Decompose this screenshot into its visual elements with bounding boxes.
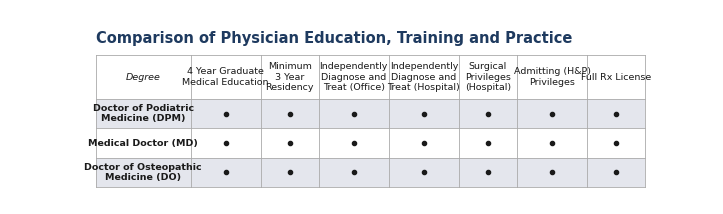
Text: Doctor of Podiatric
Medicine (DPM): Doctor of Podiatric Medicine (DPM): [93, 104, 194, 123]
Text: Minimum
3 Year
Residency: Minimum 3 Year Residency: [265, 62, 314, 92]
Text: Admitting (H&P)
Privileges: Admitting (H&P) Privileges: [513, 67, 591, 87]
Text: Medical Doctor (MD): Medical Doctor (MD): [88, 138, 198, 147]
Text: Doctor of Osteopathic
Medicine (DO): Doctor of Osteopathic Medicine (DO): [85, 163, 202, 182]
Text: Degree: Degree: [126, 73, 161, 82]
Text: Surgical
Privileges
(Hospital): Surgical Privileges (Hospital): [465, 62, 511, 92]
Text: Independently
Diagnose and
Treat (Office): Independently Diagnose and Treat (Office…: [320, 62, 388, 92]
Text: 4 Year Graduate
Medical Education: 4 Year Graduate Medical Education: [182, 67, 269, 87]
Text: Full Rx License: Full Rx License: [581, 73, 651, 82]
Text: Comparison of Physician Education, Training and Practice: Comparison of Physician Education, Train…: [96, 31, 573, 46]
Text: Independently
Diagnose and
Treat (Hospital): Independently Diagnose and Treat (Hospit…: [388, 62, 461, 92]
